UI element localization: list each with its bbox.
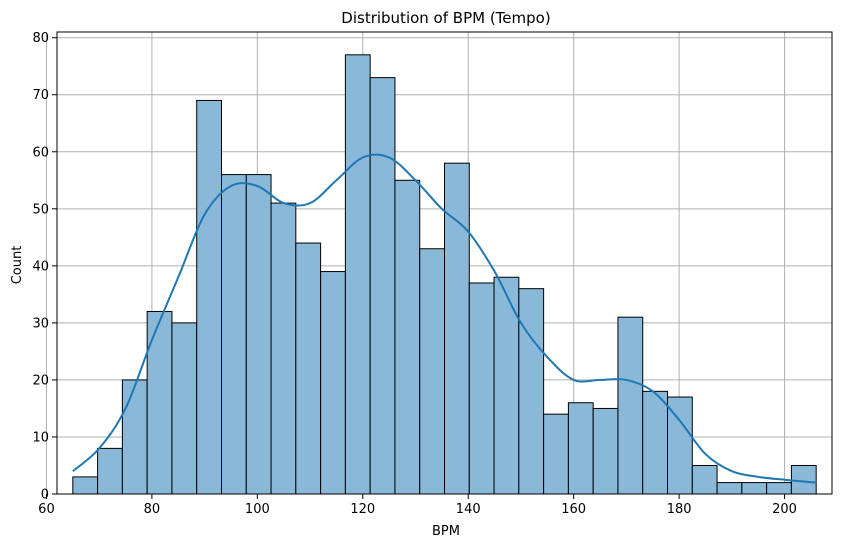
histogram-bar — [667, 396, 693, 495]
y-tick-label: 0 — [41, 488, 49, 503]
histogram-bar — [270, 202, 297, 495]
histogram-bar — [419, 248, 446, 495]
y-tick-label: 20 — [32, 373, 49, 388]
histogram-bar — [716, 482, 743, 495]
x-tick-label: 100 — [245, 502, 270, 517]
x-axis-label: BPM — [432, 524, 460, 539]
histogram-bar — [567, 402, 594, 495]
histogram-bar — [97, 447, 123, 495]
x-tick-label: 60 — [38, 502, 55, 517]
y-tick-label: 40 — [32, 259, 49, 274]
histogram-bar — [220, 174, 247, 495]
x-tick-label: 180 — [667, 502, 692, 517]
x-axis-ticks: 60 80 100 120 140 160 180 200 — [38, 494, 797, 517]
y-tick-label: 50 — [32, 202, 49, 217]
x-tick-label: 140 — [456, 502, 481, 517]
histogram-bar — [394, 179, 421, 495]
histogram-bar — [171, 322, 198, 495]
histogram-bar — [72, 476, 99, 495]
histogram-bar — [642, 390, 669, 495]
histogram-bar — [444, 162, 470, 495]
y-tick-label: 60 — [32, 145, 49, 160]
plot-frame — [56, 31, 833, 495]
histogram-bar — [320, 271, 346, 495]
kde-curve — [72, 153, 817, 484]
x-tick-label: 80 — [144, 502, 161, 517]
histogram-bar — [196, 99, 222, 495]
histogram-bar — [691, 464, 718, 495]
x-tick-label: 200 — [772, 502, 797, 517]
chart-title: Distribution of BPM (Tempo) — [341, 9, 550, 27]
histogram-bar — [344, 54, 371, 495]
histogram-bar — [741, 482, 768, 495]
histogram-bar — [617, 316, 644, 495]
histogram-bar — [245, 174, 272, 495]
histogram-bar — [468, 282, 495, 495]
histogram-bar — [543, 413, 569, 495]
y-tick-label: 80 — [32, 31, 49, 46]
y-axis-ticks: 0 10 20 30 40 50 60 70 80 — [32, 31, 57, 503]
y-tick-label: 30 — [32, 316, 49, 331]
histogram-bars — [72, 54, 817, 495]
histogram-bar — [766, 482, 792, 495]
histogram-bar — [369, 77, 396, 495]
histogram-bar — [295, 242, 322, 495]
y-axis-label: Count — [10, 246, 25, 285]
x-tick-label: 160 — [561, 502, 586, 517]
y-tick-label: 10 — [32, 430, 49, 445]
y-tick-label: 70 — [32, 88, 49, 103]
histogram-bar — [146, 310, 173, 495]
histogram-bar — [592, 407, 619, 495]
x-tick-label: 120 — [350, 502, 375, 517]
histogram-bar — [493, 276, 520, 495]
histogram-bar — [518, 288, 545, 495]
histogram-bar — [121, 379, 148, 495]
